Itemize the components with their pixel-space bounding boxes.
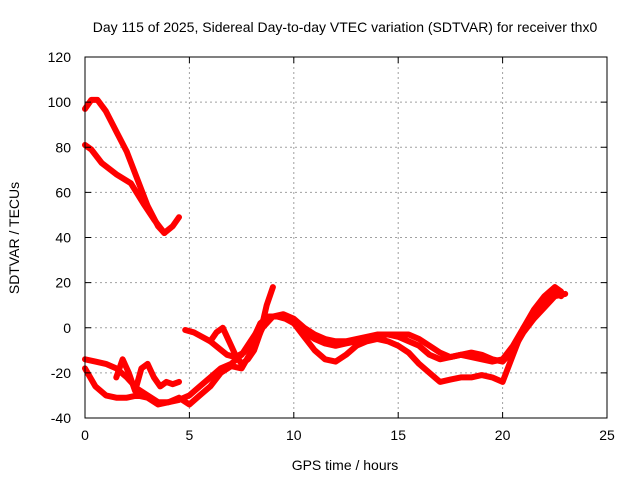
series-line-track-d (82, 284, 565, 408)
chart-title: Day 115 of 2025, Sidereal Day-to-day VTE… (93, 19, 598, 35)
series-line-track-b (82, 142, 182, 236)
x-tick-label: 25 (599, 427, 615, 443)
x-tick-label: 15 (390, 427, 406, 443)
series-line-track-g (207, 284, 276, 367)
series-lines (82, 96, 569, 408)
x-tick-label: 0 (81, 427, 89, 443)
y-tick-label: -40 (51, 410, 71, 426)
tick-labels: 0 5 10 15 20 25 -40 -20 0 20 40 60 80 100 120 (48, 49, 615, 443)
y-tick-label: 0 (63, 320, 71, 336)
y-tick-label: 20 (55, 275, 71, 291)
axis-ticks (84, 56, 608, 419)
y-axis-label: SDTVAR / TECUs (6, 182, 22, 294)
y-tick-label: 100 (48, 94, 72, 110)
x-axis-label: GPS time / hours (292, 457, 399, 473)
x-tick-label: 20 (495, 427, 511, 443)
x-tick-label: 10 (286, 427, 302, 443)
x-tick-label: 5 (186, 427, 194, 443)
y-tick-label: -20 (51, 365, 71, 381)
y-tick-label: 60 (55, 184, 71, 200)
grid (85, 57, 607, 418)
y-tick-label: 120 (48, 49, 72, 65)
y-tick-label: 80 (55, 139, 71, 155)
series-line-track-f (113, 356, 182, 394)
series-line-track-e (182, 290, 569, 365)
y-tick-label: 40 (55, 230, 71, 246)
